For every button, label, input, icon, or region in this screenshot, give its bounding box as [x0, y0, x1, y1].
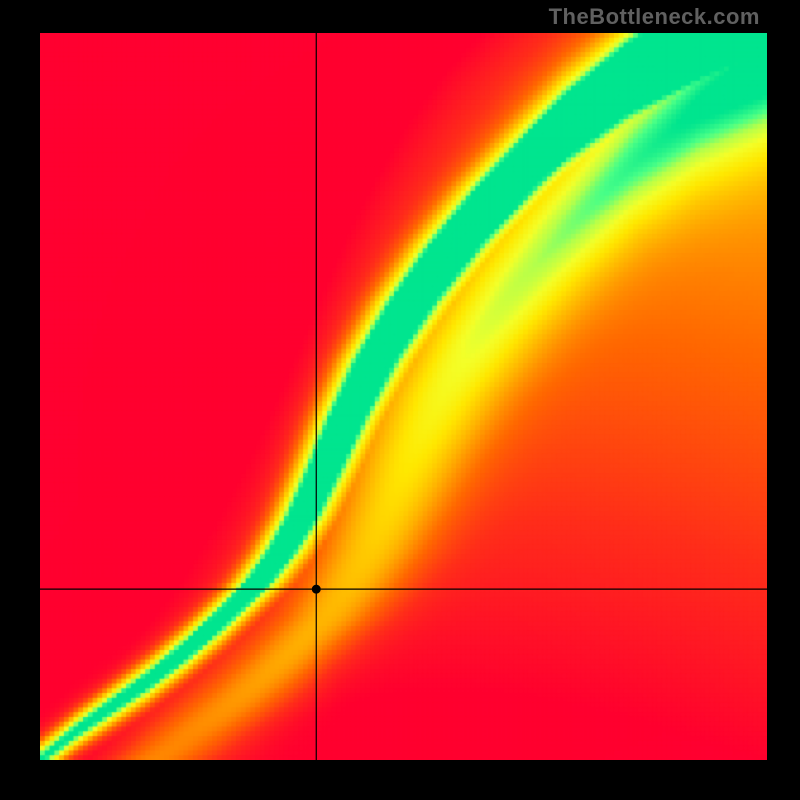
heatmap-canvas [40, 33, 767, 760]
chart-frame: TheBottleneck.com [0, 0, 800, 800]
attribution-label: TheBottleneck.com [549, 4, 760, 30]
